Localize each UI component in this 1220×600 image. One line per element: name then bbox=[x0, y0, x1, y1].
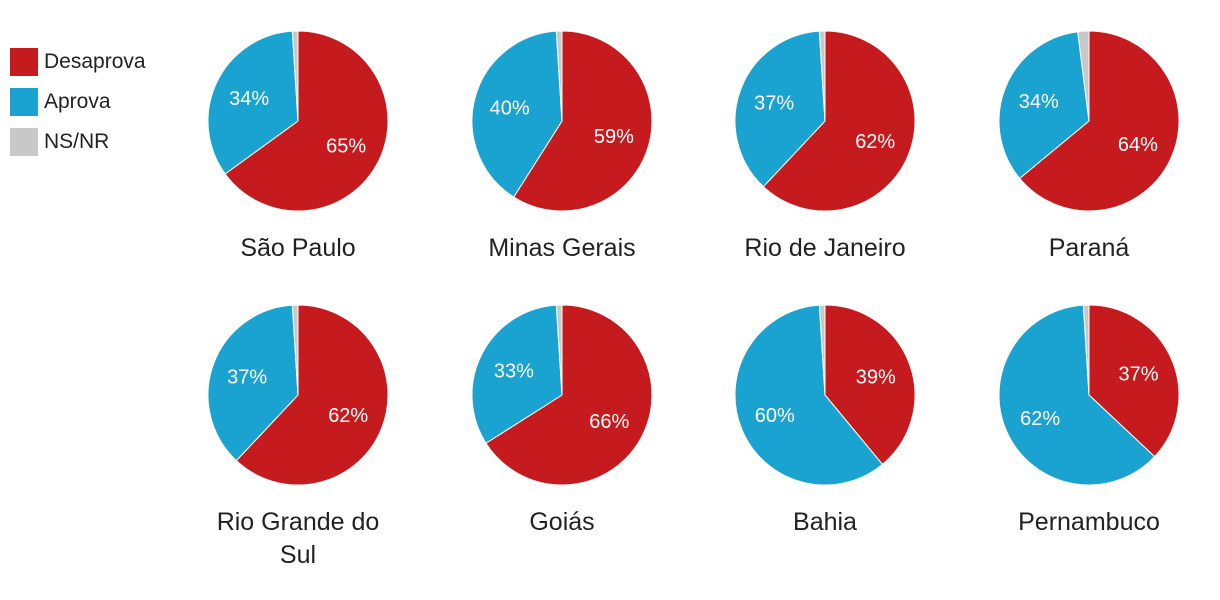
pie-slice-ns-nr bbox=[291, 30, 299, 122]
pie-title: Minas Gerais bbox=[488, 234, 635, 262]
pie-bahia: 39% 60% bbox=[734, 304, 916, 486]
legend-swatch-desaprova bbox=[10, 48, 38, 76]
pie-slice-ns-nr bbox=[555, 304, 563, 396]
pie-slice-aprova bbox=[734, 30, 826, 188]
pie-data-label: 40% bbox=[490, 98, 530, 120]
pie-minas-gerais: 59% 40% bbox=[471, 30, 653, 212]
pie-slice-desaprova bbox=[1088, 304, 1180, 458]
pie-data-label: 33% bbox=[494, 360, 534, 382]
pie-data-label: 66% bbox=[589, 411, 629, 433]
pie-slice-aprova bbox=[998, 304, 1156, 486]
legend: Desaprova Aprova NS/NR bbox=[10, 42, 146, 162]
pie-title: São Paulo bbox=[240, 234, 355, 262]
pie-pernambuco: 37% 62% bbox=[998, 304, 1180, 486]
pie-slice-aprova bbox=[471, 30, 563, 198]
pie-slice-ns-nr bbox=[555, 30, 563, 122]
pie-slice-desaprova bbox=[1018, 30, 1180, 212]
pie-data-label: 62% bbox=[855, 131, 895, 153]
legend-label-aprova: Aprova bbox=[44, 90, 111, 113]
pie-data-label: 34% bbox=[229, 88, 269, 110]
pie-slice-ns-nr bbox=[1077, 30, 1090, 122]
legend-swatch-aprova bbox=[10, 88, 38, 116]
legend-item-aprova: Aprova bbox=[10, 82, 146, 122]
legend-item-desaprova: Desaprova bbox=[10, 42, 146, 82]
pie-slice-aprova bbox=[998, 31, 1090, 180]
pie-data-label: 65% bbox=[326, 136, 366, 158]
pie-slice-aprova bbox=[207, 30, 299, 175]
pie-slice-ns-nr bbox=[818, 304, 826, 396]
pie-data-label: 37% bbox=[1119, 364, 1159, 386]
pie-title: Goiás bbox=[529, 508, 594, 536]
pie-data-label: 60% bbox=[755, 405, 795, 427]
pie-slice-aprova bbox=[471, 304, 563, 444]
pie-slice-ns-nr bbox=[1082, 304, 1090, 396]
pie-data-label: 64% bbox=[1118, 134, 1158, 156]
pie-slice-aprova bbox=[734, 304, 884, 486]
pie-data-label: 37% bbox=[754, 93, 794, 115]
pie-data-label: 34% bbox=[1019, 91, 1059, 113]
pie-data-label: 37% bbox=[227, 367, 267, 389]
pie-slice-ns-nr bbox=[291, 304, 299, 396]
pie-goias: 66% 33% bbox=[471, 304, 653, 486]
pie-slice-desaprova bbox=[513, 30, 653, 212]
pie-slice-desaprova bbox=[824, 304, 916, 466]
pie-title: Pernambuco bbox=[1018, 508, 1160, 536]
pie-slice-ns-nr bbox=[818, 30, 826, 122]
pie-slice-desaprova bbox=[485, 304, 653, 486]
pie-title: Sul bbox=[280, 541, 316, 569]
pie-title: Rio de Janeiro bbox=[744, 234, 905, 262]
pie-data-label: 62% bbox=[1020, 408, 1060, 430]
pie-sao-paulo: 65% 34% bbox=[207, 30, 389, 212]
pie-data-label: 59% bbox=[594, 126, 634, 148]
pie-data-label: 39% bbox=[856, 367, 896, 389]
pie-rio-de-janeiro: 62% 37% bbox=[734, 30, 916, 212]
pie-parana: 64% 34% bbox=[998, 30, 1180, 212]
pie-slice-aprova bbox=[207, 304, 299, 462]
pie-slice-desaprova bbox=[762, 30, 916, 212]
pie-slice-desaprova bbox=[235, 304, 389, 486]
pie-title: Bahia bbox=[793, 508, 857, 536]
pie-data-label: 62% bbox=[328, 405, 368, 427]
pie-title: Rio Grande do bbox=[217, 508, 380, 536]
legend-swatch-nsnr bbox=[10, 128, 38, 156]
pie-title: Paraná bbox=[1049, 234, 1130, 262]
legend-item-nsnr: NS/NR bbox=[10, 122, 146, 162]
pie-slice-desaprova bbox=[224, 30, 389, 212]
legend-label-desaprova: Desaprova bbox=[44, 50, 146, 73]
pie-rio-grande-do-sul: 62% 37% bbox=[207, 304, 389, 486]
legend-label-nsnr: NS/NR bbox=[44, 130, 110, 153]
